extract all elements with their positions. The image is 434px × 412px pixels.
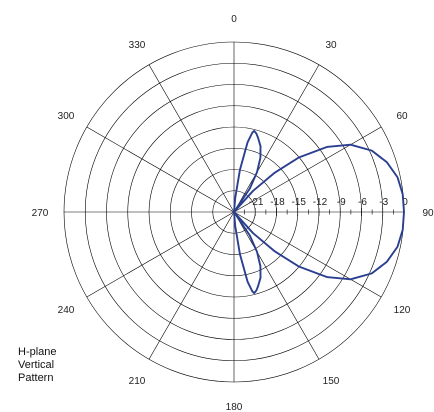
angle-label-270: 270 xyxy=(32,208,49,219)
angle-label-30: 30 xyxy=(325,40,337,51)
grid-spoke xyxy=(148,64,235,213)
db-label: -6 xyxy=(358,197,367,208)
grid-spoke xyxy=(233,211,320,360)
caption-line-1: H-plane xyxy=(18,346,57,358)
angle-label-300: 300 xyxy=(58,111,75,122)
angle-label-150: 150 xyxy=(323,376,340,387)
angle-label-240: 240 xyxy=(58,305,75,316)
angle-label-60: 60 xyxy=(396,111,408,122)
angle-label-90: 90 xyxy=(422,208,434,219)
grid-spoke xyxy=(233,64,320,213)
radiation-pattern-line xyxy=(233,129,405,295)
radial-db-labels: -21 -18 -15 -12 -9 -6 -3 0 xyxy=(249,197,408,208)
db-label: 0 xyxy=(402,197,408,208)
db-label: -9 xyxy=(337,197,346,208)
db-label: -18 xyxy=(270,197,285,208)
angle-label-180: 180 xyxy=(226,402,243,412)
angle-label-210: 210 xyxy=(129,376,146,387)
db-label: -15 xyxy=(292,197,307,208)
caption-line-2: Vertical xyxy=(18,359,55,371)
db-label: -21 xyxy=(249,197,264,208)
grid-spoke xyxy=(233,126,382,213)
grid-spoke xyxy=(86,211,235,298)
angle-label-0: 0 xyxy=(231,14,237,25)
caption-line-3: Pattern xyxy=(18,372,54,384)
polar-grid xyxy=(63,41,405,383)
angle-label-330: 330 xyxy=(129,40,146,51)
db-label: -12 xyxy=(313,197,328,208)
chart-caption: H-plane Vertical Pattern xyxy=(18,346,57,385)
grid-spoke xyxy=(148,211,235,360)
db-label: -3 xyxy=(379,197,388,208)
angle-labels: 0 30 60 90 120 150 180 210 240 270 300 330 xyxy=(32,14,434,412)
grid-spoke xyxy=(86,126,235,213)
grid-spoke xyxy=(233,211,382,298)
angle-label-120: 120 xyxy=(394,305,411,316)
